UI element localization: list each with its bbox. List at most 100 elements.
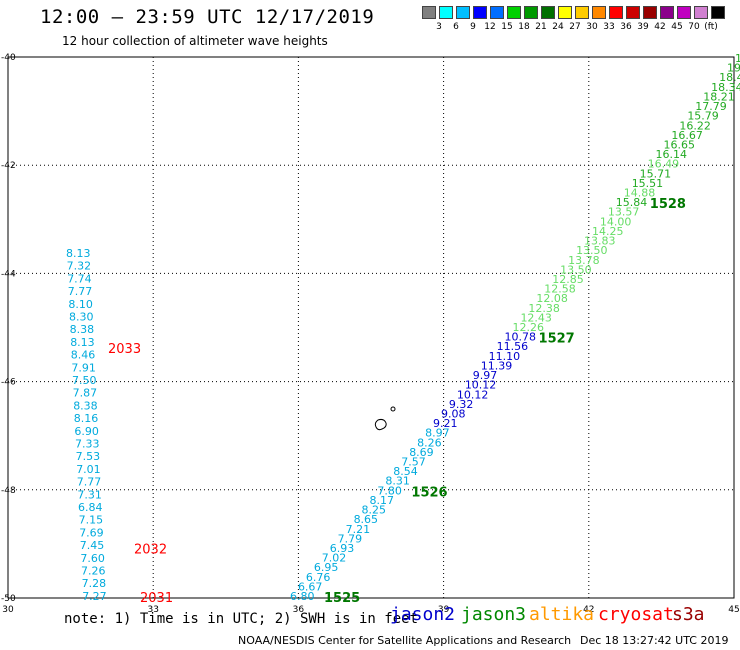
color-swatch bbox=[524, 6, 538, 19]
swh-value: 13.50 bbox=[560, 263, 592, 276]
swh-value: 6.95 bbox=[314, 561, 339, 574]
color-scale-label: 36 bbox=[620, 22, 632, 32]
swh-value: 7.91 bbox=[71, 361, 96, 374]
swh-value: 7.74 bbox=[67, 272, 92, 285]
swh-value: 13.83 bbox=[584, 235, 616, 248]
swh-value: 11.39 bbox=[481, 359, 513, 372]
swh-value: 18.4 bbox=[735, 52, 740, 65]
color-scale-label: 33 bbox=[603, 22, 615, 32]
swh-value: 8.65 bbox=[354, 513, 379, 526]
swh-value: 13.50 bbox=[576, 244, 608, 257]
swh-value: 16.65 bbox=[663, 138, 695, 151]
color-swatch bbox=[660, 6, 674, 19]
color-scale-label: 6 bbox=[453, 22, 459, 32]
swh-value: 8.16 bbox=[74, 412, 99, 425]
swh-value: 8.13 bbox=[66, 247, 91, 260]
island-outline bbox=[374, 406, 396, 431]
time-label: 1528 bbox=[650, 197, 686, 212]
swh-value: 7.32 bbox=[67, 260, 92, 273]
lat-tick-label: -46 bbox=[1, 378, 16, 388]
swh-value: 8.54 bbox=[393, 465, 418, 478]
swh-value: 14.25 bbox=[592, 225, 624, 238]
satellite-s3a: s3a bbox=[672, 604, 705, 625]
diagonal-track: 6.806.676.766.957.026.937.797.218.658.25… bbox=[290, 52, 740, 606]
color-swatch bbox=[694, 6, 708, 19]
swh-value: 7.77 bbox=[77, 476, 102, 489]
lon-tick-label: 36 bbox=[293, 605, 305, 615]
swh-value: 7.28 bbox=[82, 577, 107, 590]
color-scale-label: 15 bbox=[501, 22, 513, 32]
swh-value: 8.46 bbox=[71, 349, 96, 362]
color-scale-label: 30 bbox=[586, 22, 598, 32]
timestamp: Dec 18 13:27:42 UTC 2019 bbox=[580, 634, 729, 647]
swh-value: 8.31 bbox=[385, 475, 410, 488]
swh-value: 12.43 bbox=[520, 311, 552, 324]
swh-value: 9.32 bbox=[449, 398, 474, 411]
swh-value: 15.71 bbox=[640, 167, 672, 180]
color-swatch bbox=[541, 6, 555, 19]
lon-tick-label: 33 bbox=[147, 605, 158, 615]
lat-tick-label: -50 bbox=[1, 594, 16, 604]
swh-value: 7.15 bbox=[79, 514, 104, 527]
time-label: 1526 bbox=[411, 485, 447, 500]
lat-tick-label: -44 bbox=[1, 269, 16, 279]
time-label: 1525 bbox=[324, 591, 360, 606]
color-swatch bbox=[643, 6, 657, 19]
color-swatch bbox=[592, 6, 606, 19]
color-swatch bbox=[439, 6, 453, 19]
swh-value: 7.57 bbox=[401, 456, 426, 469]
units-note: note: 1) Time is in UTC; 2) SWH is in fe… bbox=[64, 611, 419, 627]
color-swatch bbox=[490, 6, 504, 19]
swh-value: 8.30 bbox=[69, 311, 94, 324]
color-scale-label: 21 bbox=[535, 22, 547, 32]
lon-tick-label: 45 bbox=[728, 605, 739, 615]
swh-value: 14.00 bbox=[600, 215, 632, 228]
swh-value: 6.90 bbox=[74, 425, 99, 438]
time-label: 2033 bbox=[108, 342, 141, 357]
color-scale-label: 12 bbox=[484, 22, 496, 32]
swh-value: 8.38 bbox=[70, 323, 95, 336]
swh-value: 8.26 bbox=[417, 436, 442, 449]
swh-value: 13.57 bbox=[608, 206, 640, 219]
map-subtitle: 12 hour collection of altimeter wave hei… bbox=[62, 34, 328, 48]
lat-tick-label: -48 bbox=[1, 486, 16, 496]
swh-value: 8.25 bbox=[362, 504, 387, 517]
swh-value: 18.34 bbox=[711, 81, 740, 94]
map-grid bbox=[7, 56, 735, 599]
swh-value: 7.02 bbox=[322, 552, 347, 565]
satellite-jason3: jason3 bbox=[461, 604, 527, 625]
color-swatch bbox=[558, 6, 572, 19]
swh-value: 12.85 bbox=[552, 273, 584, 286]
time-label: 2032 bbox=[134, 542, 167, 557]
swh-value: 8.38 bbox=[73, 399, 98, 412]
swh-value: 7.53 bbox=[76, 450, 101, 463]
swh-value: 19.58 bbox=[727, 62, 740, 75]
swh-value: 7.01 bbox=[76, 463, 101, 476]
swh-value: 16.14 bbox=[656, 148, 688, 161]
color-scale-label: 3 bbox=[436, 22, 442, 32]
lon-tick-label: 42 bbox=[583, 605, 594, 615]
time-label: 1527 bbox=[539, 332, 575, 347]
swh-value: 6.93 bbox=[330, 542, 355, 555]
lon-tick-label: 30 bbox=[2, 605, 14, 615]
swh-value: 6.80 bbox=[290, 590, 315, 603]
swh-value: 7.77 bbox=[68, 285, 93, 298]
color-swatch bbox=[507, 6, 521, 19]
color-swatch bbox=[711, 6, 725, 19]
color-scale-label: 42 bbox=[654, 22, 666, 32]
swh-value: 10.78 bbox=[505, 331, 537, 344]
swh-value: 10.12 bbox=[465, 379, 497, 392]
swh-value: 10.12 bbox=[457, 388, 489, 401]
map-title: 12:00 — 23:59 UTC 12/17/2019 bbox=[40, 6, 375, 28]
swh-value: 7.60 bbox=[80, 552, 105, 565]
swh-value: 15.79 bbox=[687, 110, 719, 123]
swh-value: 9.21 bbox=[433, 417, 458, 430]
swh-value: 15.51 bbox=[632, 177, 664, 190]
swh-value: 13.78 bbox=[568, 254, 600, 267]
time-label: 2031 bbox=[140, 591, 173, 606]
swh-value: 15.84 bbox=[616, 196, 648, 209]
swh-value: 8.69 bbox=[409, 446, 434, 459]
swh-value: 11.56 bbox=[497, 340, 529, 353]
swh-value: 8.13 bbox=[70, 336, 95, 349]
